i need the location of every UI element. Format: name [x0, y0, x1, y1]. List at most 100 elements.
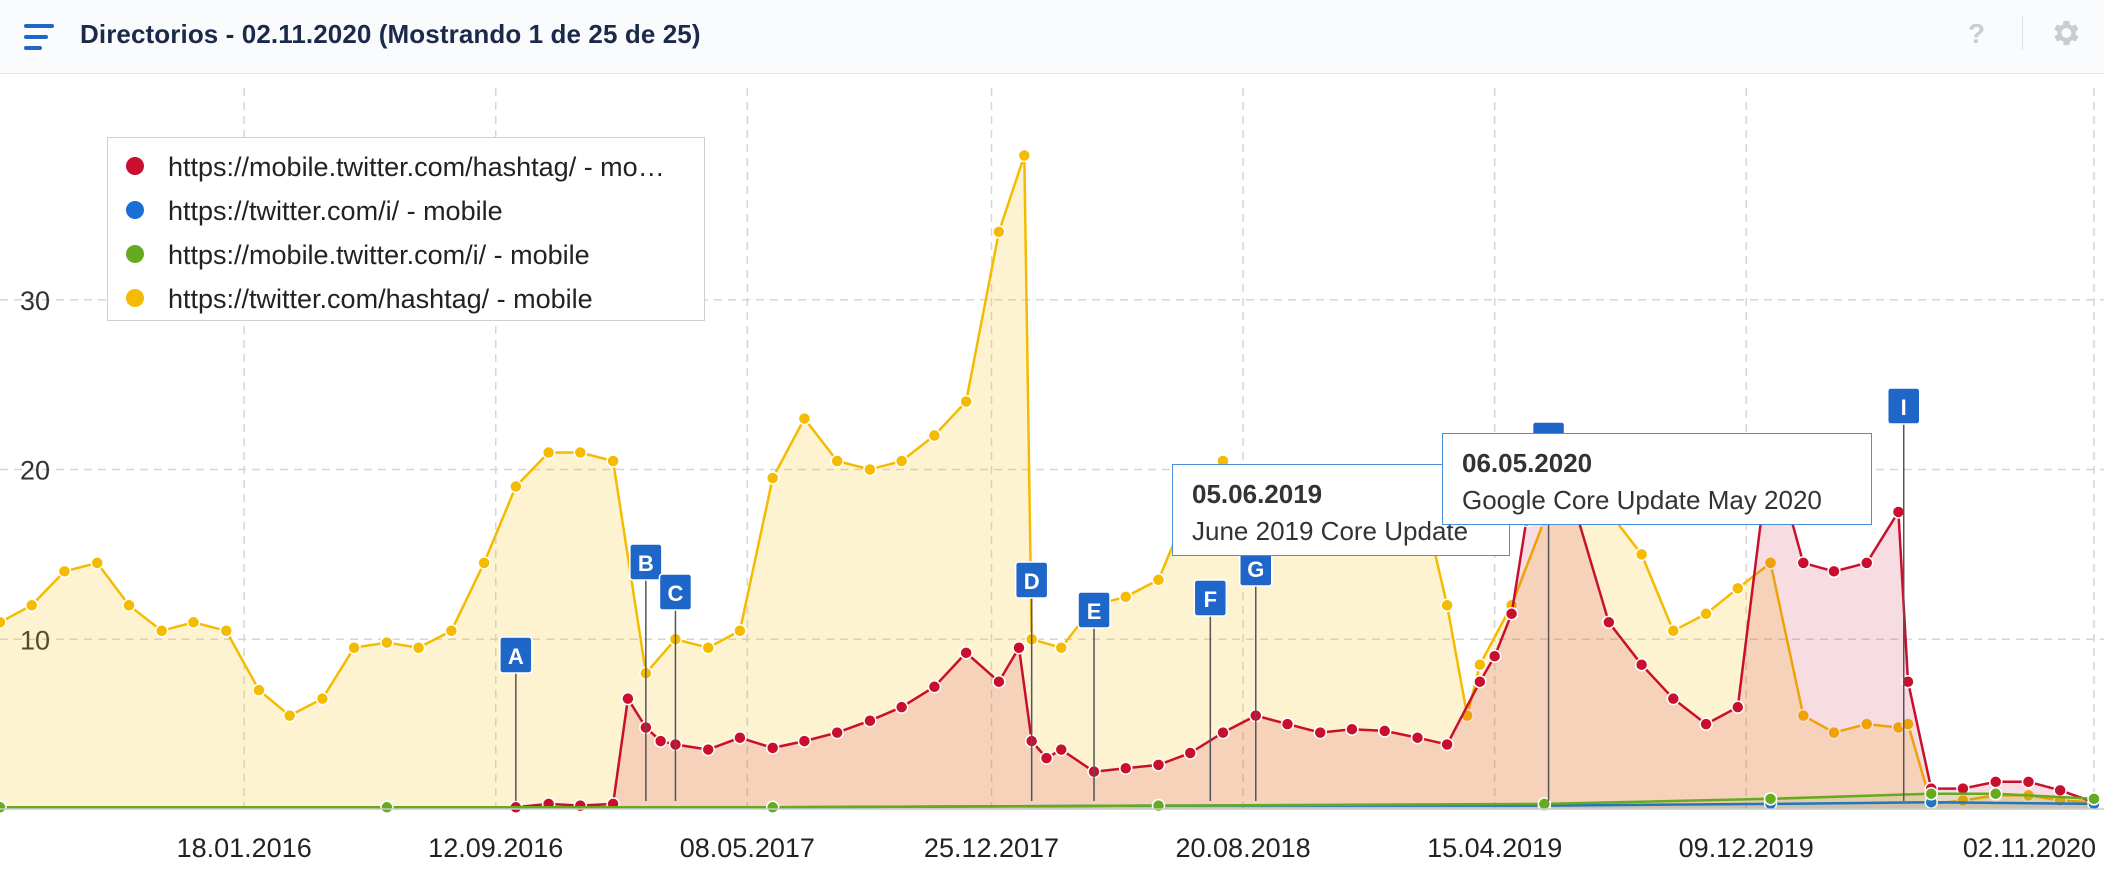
- data-point: [1827, 725, 1841, 740]
- data-point: [1763, 556, 1778, 570]
- data-point: [1924, 786, 1938, 801]
- event-flag-label: C: [668, 581, 684, 606]
- event-marker-a: A: [499, 636, 533, 801]
- data-point: [1054, 640, 1069, 655]
- data-point: [1151, 758, 1166, 772]
- data-point: [1859, 717, 1874, 731]
- data-point: [1487, 649, 1502, 663]
- data-point: [1602, 615, 1616, 630]
- data-point: [444, 624, 459, 638]
- y-tick-label: 20: [20, 456, 50, 486]
- legend-label: https://twitter.com/i/ - mobile: [168, 196, 503, 226]
- page-title: Directorios - 02.11.2020 (Mostrando 1 de…: [80, 19, 701, 49]
- data-point: [1827, 564, 1841, 579]
- data-point: [959, 394, 973, 409]
- event-flag: [499, 636, 533, 674]
- data-point: [1183, 746, 1197, 760]
- legend-label: https://mobile.twitter.com/hashtag/ - mo…: [168, 152, 665, 182]
- data-point: [797, 411, 812, 426]
- event-marker-e: E: [1077, 591, 1111, 801]
- data-point: [1901, 717, 1915, 731]
- event-flag-label: I: [1901, 395, 1907, 420]
- data-point: [1280, 717, 1295, 731]
- data-point: [701, 742, 715, 757]
- legend-marker: [126, 289, 144, 307]
- data-point: [411, 640, 426, 655]
- data-point: [830, 725, 844, 740]
- data-point: [894, 454, 909, 468]
- legend-item-series-4[interactable]: https://twitter.com/hashtag/ - mobile: [118, 280, 698, 314]
- data-point: [1634, 657, 1649, 672]
- legend-item-series-1[interactable]: https://mobile.twitter.com/hashtag/ - mo…: [118, 148, 698, 182]
- data-point: [154, 624, 169, 638]
- data-point: [606, 454, 620, 468]
- data-point: [1537, 797, 1552, 811]
- data-point: [122, 598, 136, 613]
- data-point: [1796, 708, 1811, 723]
- x-tick-label: 25.12.2017: [924, 833, 1059, 863]
- data-point: [830, 454, 844, 468]
- data-point: [1699, 607, 1713, 621]
- data-point: [573, 798, 588, 813]
- legend-label: https://mobile.twitter.com/i/ - mobile: [168, 240, 590, 270]
- legend-item-series-2[interactable]: https://twitter.com/i/ - mobile: [118, 192, 698, 226]
- data-point: [959, 646, 973, 660]
- data-point: [380, 635, 394, 650]
- series-area: [0, 793, 2094, 809]
- x-tick-label: 18.01.2016: [177, 833, 312, 863]
- event-marker-i: I: [1886, 387, 1921, 801]
- event-tooltip-may-2020: 06.05.2020 Google Core Update May 2020: [1442, 433, 1872, 525]
- data-point: [863, 713, 877, 728]
- data-point: [1473, 674, 1487, 689]
- data-point: [797, 734, 812, 748]
- event-flag-label: A: [508, 644, 524, 669]
- data-point: [2087, 792, 2101, 806]
- data-point: [57, 564, 72, 579]
- y-tick-label: 10: [20, 625, 50, 655]
- event-flag-label: G: [1247, 557, 1264, 582]
- event-marker-g: G: [1239, 549, 1273, 801]
- event-flag-label: D: [1024, 569, 1040, 594]
- data-point: [1377, 724, 1392, 738]
- legend-marker: [126, 157, 144, 175]
- help-icon[interactable]: ?: [1968, 18, 1986, 49]
- data-point: [477, 556, 491, 570]
- data-point: [701, 640, 715, 655]
- data-point: [1988, 786, 2003, 801]
- data-point: [1763, 792, 1778, 806]
- x-tick-label: 15.04.2019: [1427, 833, 1562, 863]
- data-point: [0, 615, 7, 630]
- x-tick-label: 20.08.2018: [1176, 833, 1311, 863]
- data-point: [765, 800, 780, 815]
- hamburger-menu-icon[interactable]: [24, 24, 54, 50]
- data-point: [863, 462, 877, 477]
- event-flag: [1886, 387, 1921, 425]
- event-flag: [658, 573, 693, 611]
- data-point: [186, 615, 201, 630]
- legend-item-series-3[interactable]: https://mobile.twitter.com/i/ - mobile: [118, 236, 698, 270]
- event-marker-d: D: [1014, 561, 1049, 801]
- divider: [2022, 16, 2023, 50]
- data-point: [1313, 725, 1327, 740]
- data-point: [1410, 730, 1425, 745]
- event-flag: [1193, 579, 1228, 617]
- data-point: [765, 741, 780, 755]
- data-point: [1666, 624, 1681, 638]
- data-point: [315, 691, 330, 706]
- data-point: [1988, 775, 2003, 789]
- data-point: [1504, 607, 1519, 621]
- data-point: [1151, 798, 1166, 813]
- chart-area: 10 20 30 18.01.2016 12.09.2016 08.05.2017 25.1…: [0, 88, 2104, 863]
- data-point: [1731, 700, 1745, 714]
- data-point: [1859, 556, 1874, 570]
- gear-icon[interactable]: [2048, 16, 2082, 50]
- data-point: [733, 730, 747, 745]
- data-point: [733, 624, 747, 638]
- data-point: [927, 428, 942, 443]
- data-point: [992, 674, 1006, 689]
- event-flag-label: F: [1204, 587, 1217, 612]
- data-point: [1345, 722, 1359, 736]
- event-marker-f: F: [1193, 579, 1228, 801]
- data-point: [1017, 148, 1032, 163]
- legend-label: https://twitter.com/hashtag/ - mobile: [168, 284, 593, 314]
